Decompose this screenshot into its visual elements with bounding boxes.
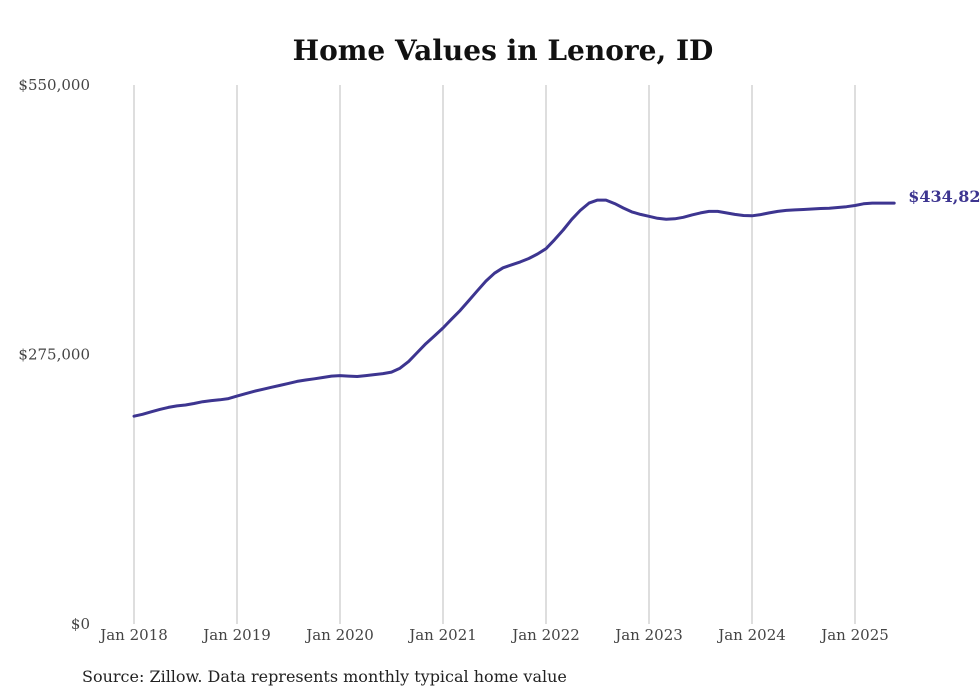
end-value-label: $434,821: [908, 187, 980, 206]
x-tick-label: Jan 2020: [304, 626, 374, 644]
x-tick-label: Jan 2022: [510, 626, 580, 644]
chart-title: Home Values in Lenore, ID: [293, 34, 714, 67]
gridlines: [133, 85, 856, 624]
x-tick-label: Jan 2024: [716, 626, 786, 644]
series-line: [132, 198, 896, 418]
y-tick-label: $0: [71, 615, 90, 633]
y-tick-label: $550,000: [18, 76, 90, 94]
x-axis: Jan 2018 Jan 2019 Jan 2020 Jan 2021 Jan 2022…: [98, 626, 889, 644]
y-tick-label: $275,000: [18, 346, 90, 364]
source-note: Source: Zillow. Data represents monthly …: [82, 667, 567, 686]
x-tick-label: Jan 2021: [407, 626, 477, 644]
x-tick-label: Jan 2025: [819, 626, 889, 644]
x-tick-label: Jan 2019: [201, 626, 271, 644]
x-tick-label: Jan 2018: [98, 626, 168, 644]
x-tick-label: Jan 2023: [613, 626, 683, 644]
y-axis: $0 $275,000 $550,000: [18, 76, 90, 633]
